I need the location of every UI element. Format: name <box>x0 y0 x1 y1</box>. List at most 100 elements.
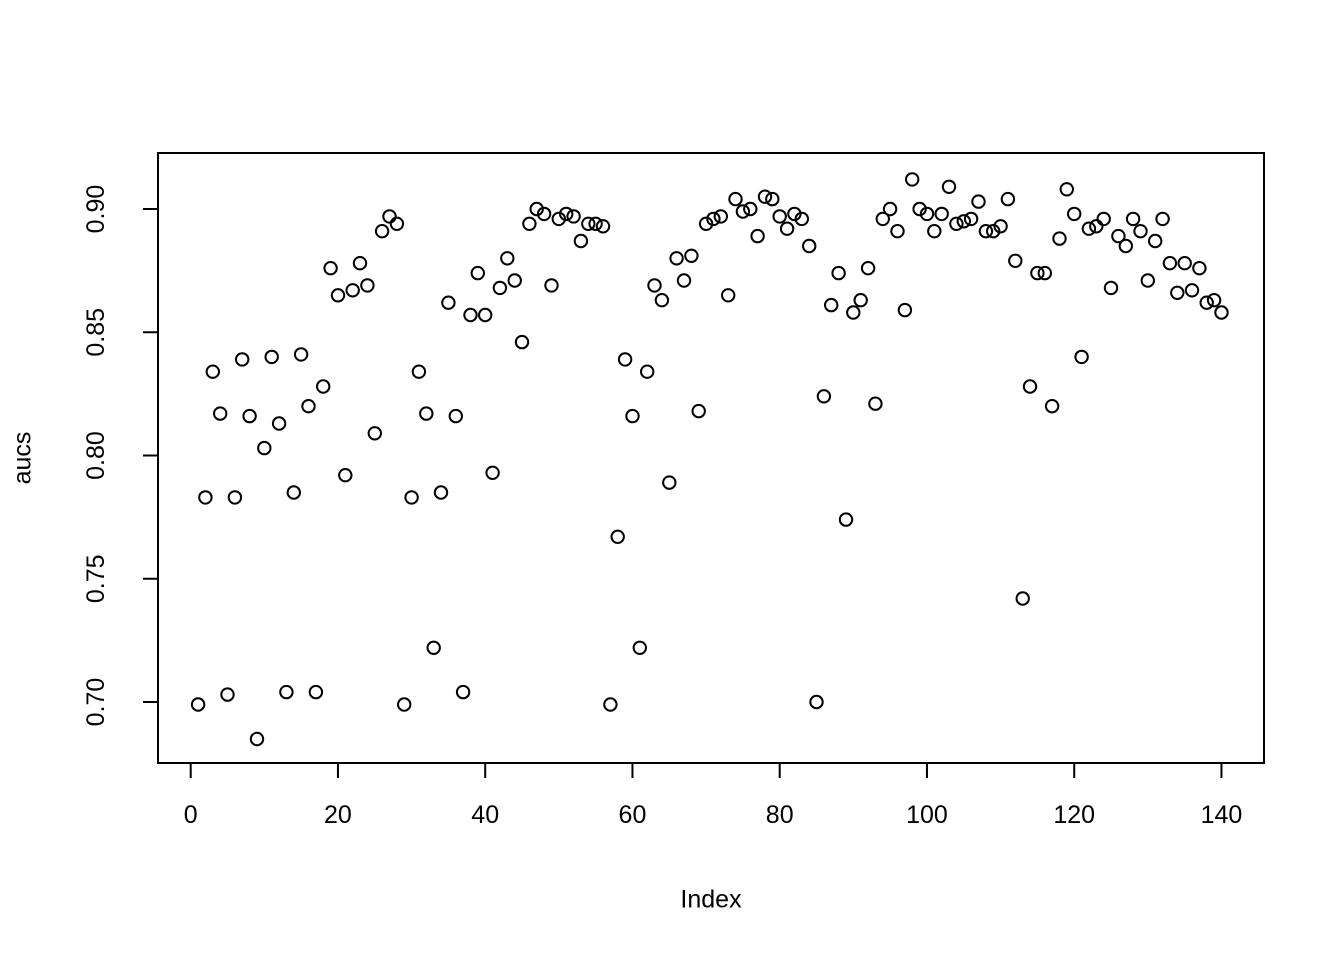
data-point <box>551 211 566 227</box>
data-point <box>868 396 883 411</box>
data-point <box>971 194 986 209</box>
data-point <box>890 224 905 239</box>
data-point <box>367 426 382 441</box>
data-point <box>632 640 647 655</box>
data-point <box>389 216 405 232</box>
data-point <box>1096 211 1111 227</box>
data-point <box>1067 206 1082 222</box>
data-point <box>728 191 743 207</box>
data-point <box>824 297 839 313</box>
data-point <box>1118 238 1134 254</box>
data-point <box>750 228 765 244</box>
data-point <box>1052 231 1067 246</box>
data-point <box>853 293 868 308</box>
y-tick-label: 0.80 <box>82 431 110 480</box>
data-point <box>293 347 309 362</box>
data-point <box>514 334 530 350</box>
data-point <box>529 201 544 217</box>
data-point <box>1030 265 1045 281</box>
data-point <box>949 216 964 232</box>
data-point <box>1089 219 1104 234</box>
data-point <box>242 408 257 424</box>
x-tick-label: 120 <box>1053 801 1095 829</box>
x-tick-label: 60 <box>619 801 647 829</box>
data-point <box>1015 591 1030 606</box>
data-point <box>330 288 346 303</box>
data-point <box>279 684 294 700</box>
data-point <box>1170 285 1185 300</box>
data-point <box>713 209 728 224</box>
x-tick-label: 20 <box>324 801 352 829</box>
data-point <box>404 490 419 505</box>
data-point <box>257 440 272 456</box>
data-point <box>676 273 692 288</box>
data-point <box>1044 399 1060 414</box>
data-point <box>455 684 471 700</box>
data-point <box>470 265 485 281</box>
data-point <box>846 305 861 320</box>
data-point <box>1148 233 1163 249</box>
data-point <box>1199 295 1214 310</box>
data-point <box>360 278 375 293</box>
data-point <box>227 490 243 505</box>
plot-box <box>157 152 1265 764</box>
data-point <box>956 214 971 229</box>
data-point <box>662 475 677 490</box>
data-point <box>978 224 994 239</box>
data-point <box>617 352 633 367</box>
data-point <box>433 485 449 500</box>
data-point <box>772 209 787 224</box>
data-point <box>993 219 1008 234</box>
data-point <box>507 273 522 288</box>
data-point <box>691 403 706 419</box>
data-point <box>816 389 832 404</box>
data-point <box>779 221 795 236</box>
x-tick-label: 40 <box>471 801 499 829</box>
data-point <box>1155 211 1170 227</box>
data-point <box>492 280 508 296</box>
data-point <box>1177 256 1192 271</box>
data-point <box>809 694 824 710</box>
x-tick-label: 140 <box>1201 801 1243 829</box>
data-point <box>448 408 463 424</box>
data-point <box>316 379 331 394</box>
data-point <box>905 172 920 187</box>
data-point <box>1022 379 1038 394</box>
data-point <box>205 364 221 379</box>
data-point <box>1000 191 1016 207</box>
data-point <box>1206 293 1222 308</box>
data-point <box>588 216 603 232</box>
data-point <box>581 216 596 232</box>
data-point <box>264 349 279 365</box>
data-point <box>301 399 316 414</box>
data-point <box>603 697 618 712</box>
data-point <box>1059 182 1075 197</box>
y-tick-label: 0.75 <box>82 554 110 603</box>
x-tick-label: 0 <box>184 801 198 829</box>
data-point <box>544 278 559 293</box>
data-point <box>1162 256 1178 271</box>
data-point <box>441 295 456 310</box>
data-point <box>286 485 301 500</box>
data-point <box>419 406 434 421</box>
data-point <box>271 416 287 431</box>
data-point <box>802 238 817 254</box>
data-point <box>919 206 935 222</box>
data-point <box>198 490 213 505</box>
data-point <box>249 731 265 747</box>
data-point <box>382 209 397 224</box>
data-point <box>831 265 846 281</box>
data-point <box>860 261 876 276</box>
data-point <box>640 364 655 379</box>
data-point <box>721 288 736 303</box>
data-point <box>595 219 611 234</box>
data-point <box>213 406 228 421</box>
data-point <box>1214 305 1229 320</box>
data-point <box>500 251 515 266</box>
data-point <box>426 640 441 655</box>
x-tick-label: 100 <box>906 801 948 829</box>
y-axis-label: aucs <box>8 431 37 485</box>
data-point <box>374 224 390 239</box>
data-point <box>190 697 206 712</box>
